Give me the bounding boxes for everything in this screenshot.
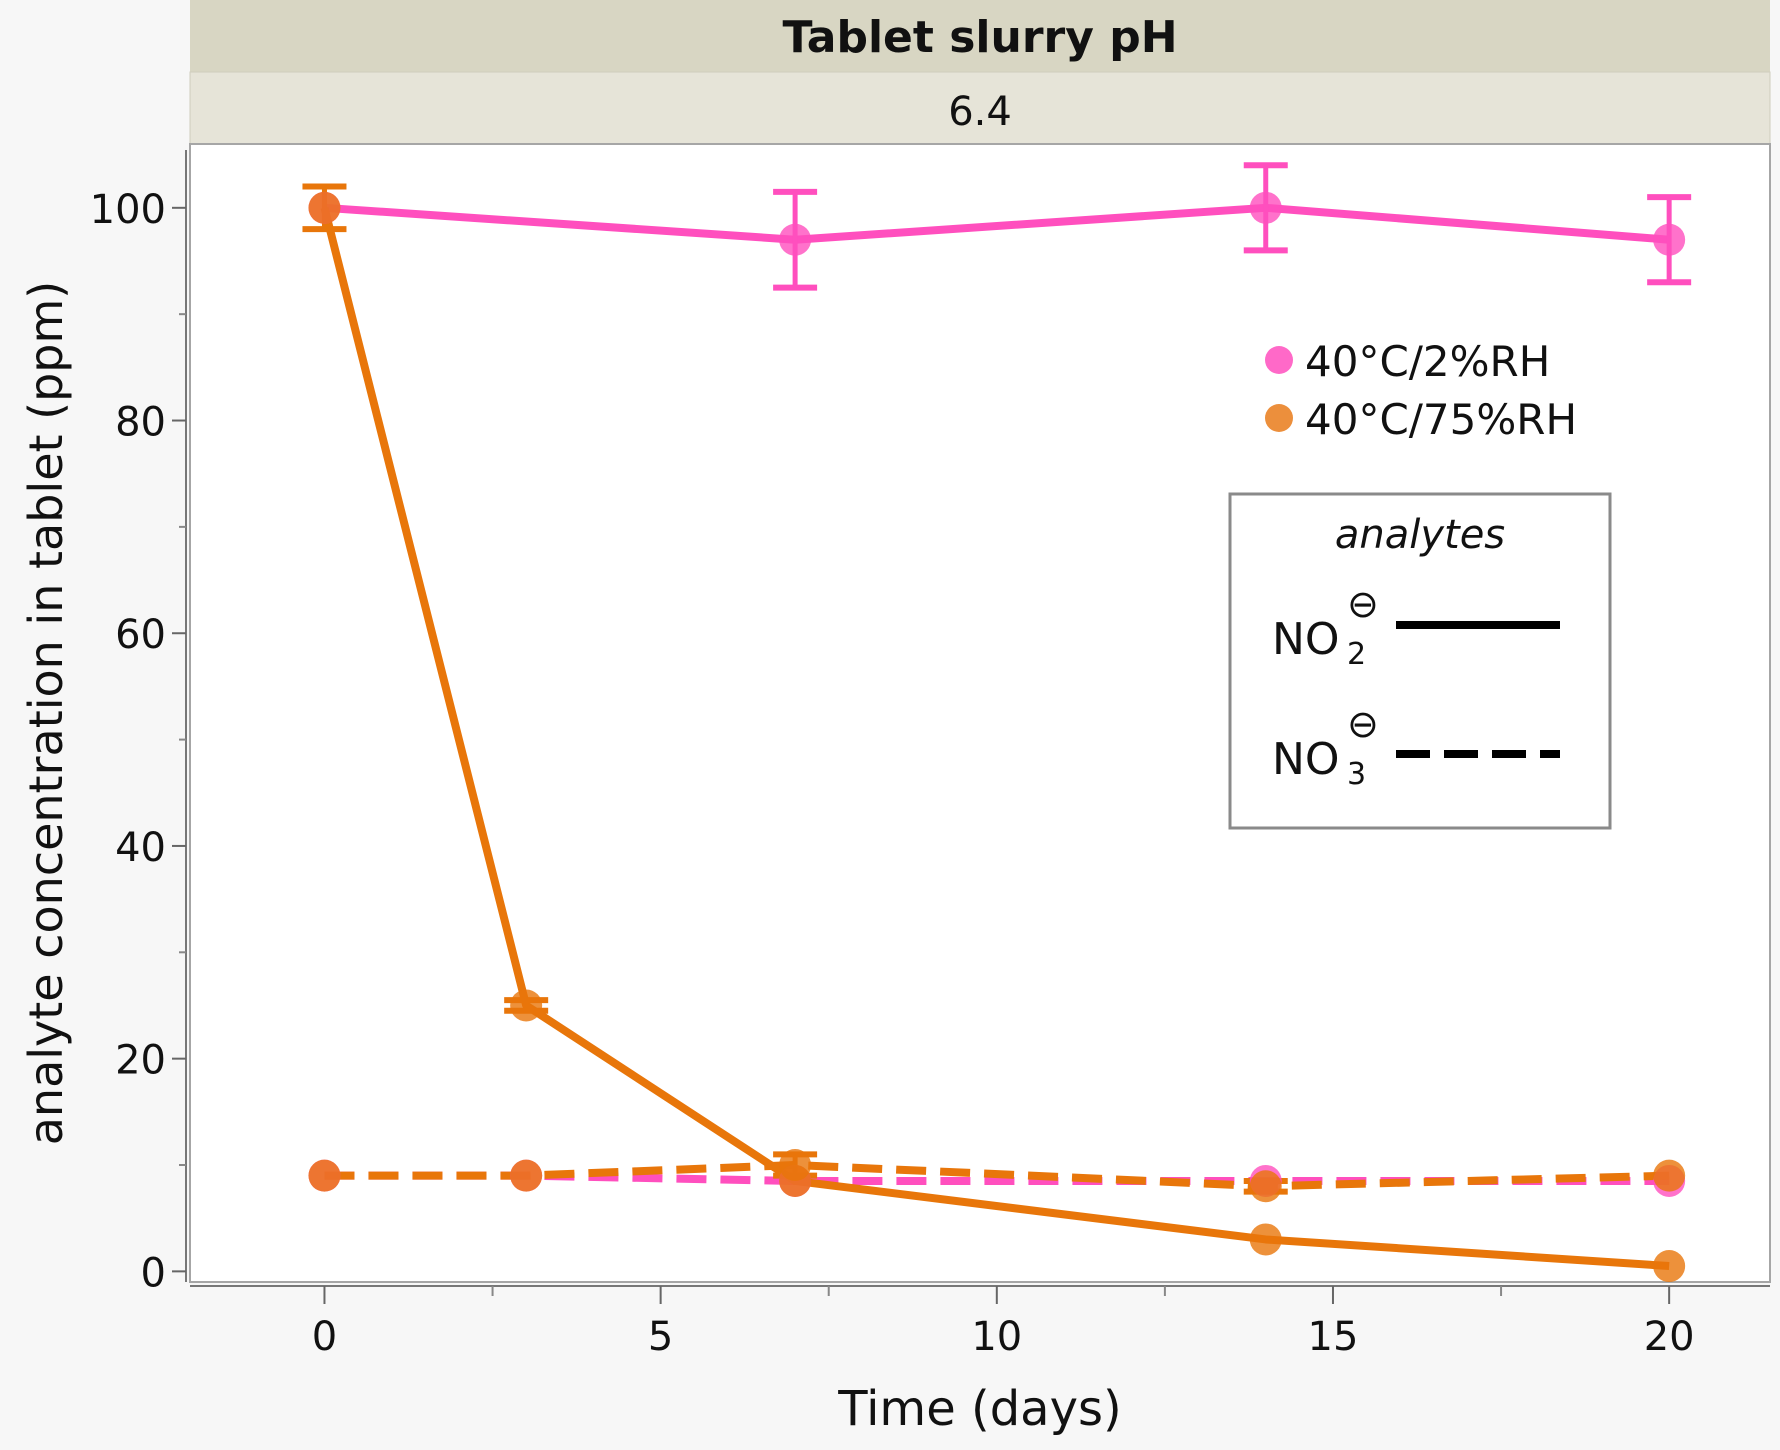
data-point [1249,1170,1282,1203]
condition-legend: 40°C/2%RH 40°C/75%RH [1265,337,1577,444]
legend-marker-2rh [1265,346,1293,374]
series-layer [302,162,1692,1283]
header-title-band [190,0,1770,72]
data-point [1653,1159,1686,1192]
y-tick-label: 60 [115,612,166,658]
x-tick-label: 15 [1308,1314,1359,1360]
x-tick-label: 0 [312,1314,337,1360]
legend-marker-75rh [1265,404,1293,432]
legend-label-75rh: 40°C/75%RH [1305,395,1577,444]
header-value: 6.4 [948,89,1012,135]
x-tick-label: 10 [971,1314,1022,1360]
data-point [510,989,543,1022]
analytes-legend-box [1228,492,1612,830]
data-point [1653,223,1686,256]
series-line-no2-2rh [324,203,1670,244]
analytes-legend-title: analytes [1335,512,1505,558]
data-point [779,223,812,256]
axes: 0 20 40 60 80 100 0 5 10 15 20 [90,150,1770,1360]
y-axis-title: analyte concentration in tablet (ppm) [19,281,73,1146]
x-tick-label: 5 [648,1314,673,1360]
legend-no3-base: NO [1272,734,1340,785]
y-tick-label: 0 [141,1250,166,1296]
legend-label-2rh: 40°C/2%RH [1305,337,1550,386]
y-tick-label: 100 [90,187,166,233]
data-point [308,191,341,224]
header-title: Tablet slurry pH [782,12,1177,63]
data-point [779,1164,812,1197]
legend-no2-charge: ⊖ [1347,582,1379,626]
legend-no2-sub: 2 [1347,637,1366,672]
y-tick-label: 40 [115,825,166,871]
legend-no3-sub: 3 [1347,757,1366,792]
y-tick-label: 80 [115,400,166,446]
series-line-no3-75rh [324,1161,1670,1191]
header-value-band [189,71,1771,145]
data-point [308,1159,341,1192]
y-tick-label: 20 [115,1038,166,1084]
analytes-legend: analytes NO 2 ⊖ NO 3 ⊖ [1228,492,1612,830]
x-tick-label: 20 [1644,1314,1695,1360]
x-axis-title: Time (days) [837,1381,1121,1437]
legend-no3-charge: ⊖ [1347,702,1379,746]
data-point [1249,1223,1282,1256]
data-point [510,1159,543,1192]
data-point [1249,191,1282,224]
legend-no2-base: NO [1272,614,1340,665]
data-point [1653,1250,1686,1283]
